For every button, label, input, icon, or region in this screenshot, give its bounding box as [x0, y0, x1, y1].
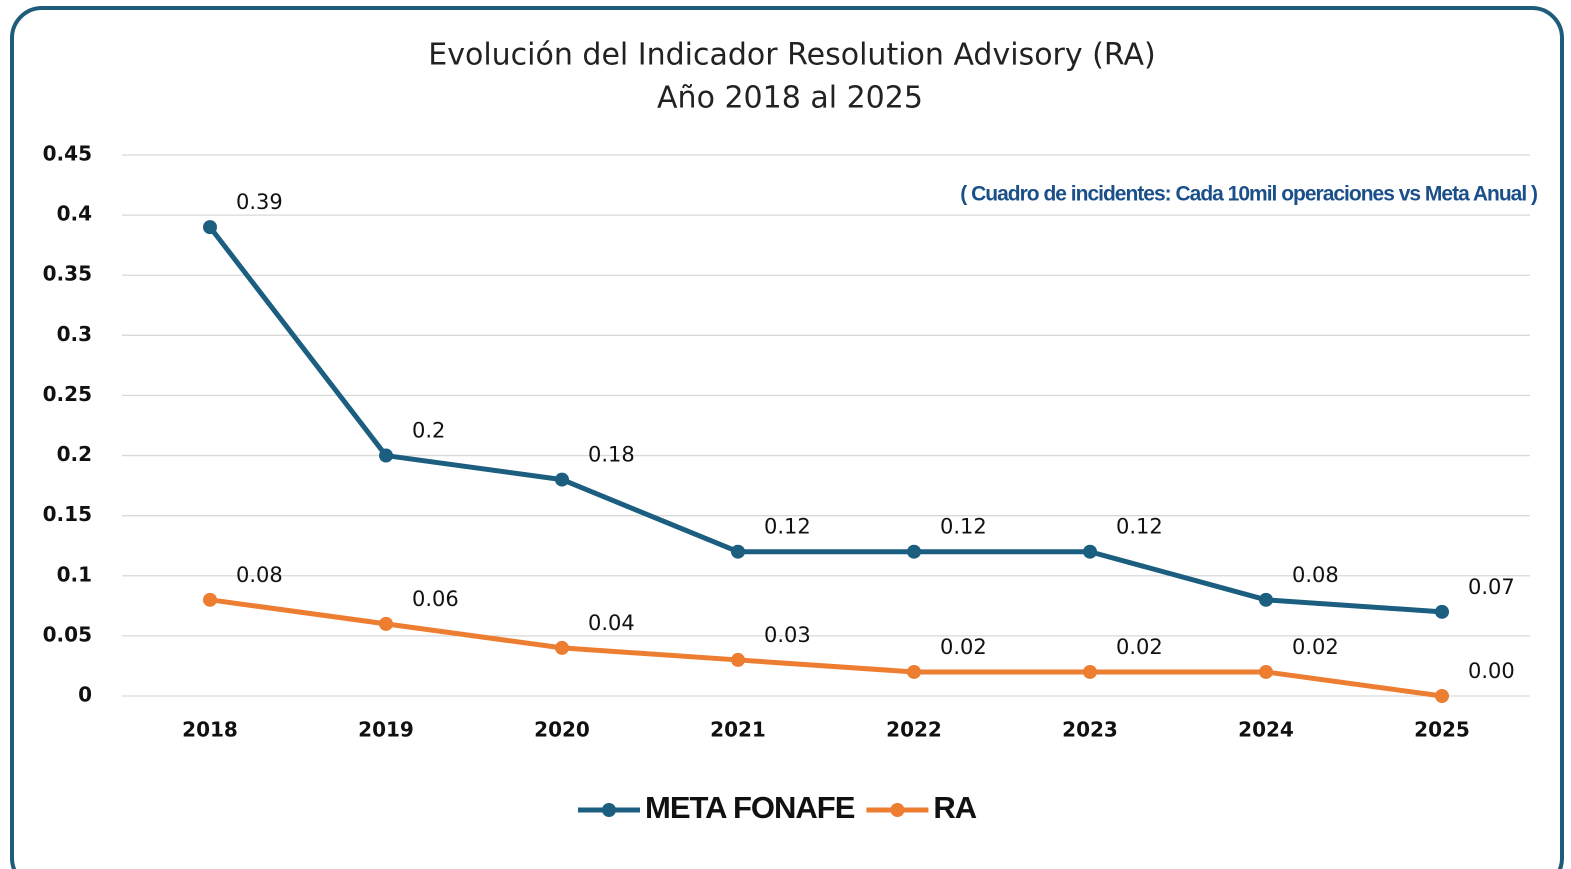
data-point: [731, 652, 745, 667]
data-point: [379, 448, 393, 463]
y-tick-label: 0: [78, 683, 92, 707]
data-label: 0.08: [236, 563, 283, 587]
y-tick-label: 0.1: [57, 562, 92, 586]
data-label: 0.12: [764, 515, 811, 539]
y-tick-label: 0.2: [57, 442, 92, 466]
x-tick-label: 2024: [1238, 718, 1294, 742]
data-point: [1435, 604, 1449, 619]
legend-label: RA: [933, 790, 976, 825]
legend-marker: [890, 803, 905, 817]
data-point: [1259, 664, 1273, 679]
series-line: [208, 225, 1443, 615]
x-tick-label: 2021: [710, 718, 766, 742]
chart-title: Evolución del Indicador Resolution Advis…: [428, 38, 1156, 73]
data-point: [1435, 689, 1449, 703]
data-label: 0.39: [236, 190, 283, 214]
data-label: 0.12: [1116, 515, 1163, 539]
y-tick-label: 0.05: [43, 622, 92, 646]
data-label: 0.02: [1292, 635, 1339, 659]
data-label: 0.18: [588, 443, 635, 467]
y-tick-label: 0.4: [57, 202, 92, 226]
data-label: 0.04: [588, 611, 635, 635]
data-point: [203, 220, 217, 235]
data-point: [907, 544, 921, 559]
annotation: ( Cuadro de incidentes: Cada 10mil opera…: [960, 183, 1537, 206]
legend-label: META FONAFE: [645, 790, 855, 825]
y-tick-label: 0.35: [43, 262, 92, 286]
data-label: 0.03: [764, 623, 811, 647]
data-label: 0.08: [1292, 563, 1339, 587]
x-tick-label: 2020: [534, 718, 590, 742]
y-tick-label: 0.25: [43, 382, 92, 406]
x-tick-label: 2025: [1414, 718, 1470, 742]
data-point: [555, 640, 569, 655]
data-point: [1259, 592, 1273, 607]
data-point: [731, 544, 745, 559]
data-label: 0.2: [412, 419, 445, 443]
x-tick-label: 2018: [182, 718, 238, 742]
data-point: [555, 472, 569, 487]
data-label: 0.02: [1116, 635, 1163, 659]
data-label: 0.12: [940, 515, 987, 539]
data-point: [379, 616, 393, 631]
data-label: 0.06: [412, 587, 459, 611]
data-point: [907, 664, 921, 679]
x-tick-label: 2023: [1062, 718, 1118, 742]
frame: [10, 6, 1564, 869]
data-point: [203, 592, 217, 607]
data-point: [1083, 664, 1097, 679]
x-tick-label: 2019: [358, 718, 414, 742]
series-line: [209, 597, 1443, 699]
data-label: 0.02: [940, 635, 987, 659]
y-tick-label: 0.45: [43, 142, 92, 166]
data-point: [1083, 544, 1097, 559]
x-tick-label: 2022: [886, 718, 942, 742]
chart-subtitle: Año 2018 al 2025: [657, 81, 923, 116]
data-label: 0.07: [1468, 575, 1515, 599]
data-label: 0.00: [1468, 659, 1515, 683]
legend-marker: [602, 803, 616, 817]
y-tick-label: 0.3: [57, 322, 92, 346]
y-tick-label: 0.15: [43, 502, 92, 526]
